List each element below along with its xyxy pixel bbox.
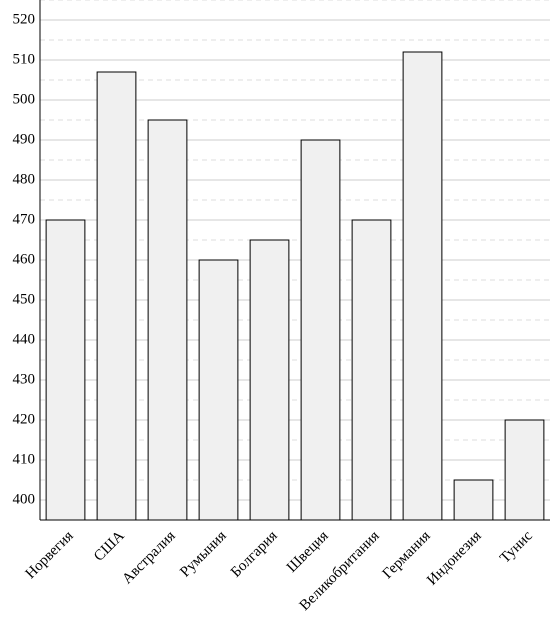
bar [351, 219, 392, 521]
x-tick-label: Тунис [497, 528, 536, 567]
y-tick-label: 440 [13, 331, 36, 347]
y-tick-label: 450 [13, 291, 36, 307]
bar [402, 51, 443, 521]
x-tick-label: Индонезия [424, 528, 485, 589]
y-tick-label: 430 [13, 371, 36, 387]
y-tick-label: 420 [13, 411, 36, 427]
bar [198, 259, 239, 521]
y-tick-label: 490 [13, 131, 36, 147]
bar [300, 139, 341, 521]
y-tick-label: 480 [13, 171, 36, 187]
x-tick-label: Швеция [284, 528, 332, 576]
y-tick-label: 510 [13, 51, 36, 67]
bar [249, 239, 290, 521]
x-tick-label: Германия [380, 528, 434, 582]
x-tick-label: Австралия [119, 528, 178, 587]
y-tick-label: 500 [13, 91, 36, 107]
y-tick-label: 460 [13, 251, 36, 267]
y-tick-label: 410 [13, 451, 36, 467]
bar [147, 119, 188, 521]
x-tick-label: Румыния [177, 528, 230, 581]
y-tick-label: 470 [13, 211, 36, 227]
y-tick-label: 400 [13, 491, 36, 507]
x-tick-label: Норвегия [23, 528, 77, 582]
x-tick-label: Болгария [228, 528, 281, 581]
bar [45, 219, 86, 521]
x-tick-label: США [91, 528, 128, 565]
bar [453, 479, 494, 521]
bar [96, 71, 137, 521]
bar [504, 419, 545, 521]
y-tick-label: 520 [13, 11, 36, 27]
